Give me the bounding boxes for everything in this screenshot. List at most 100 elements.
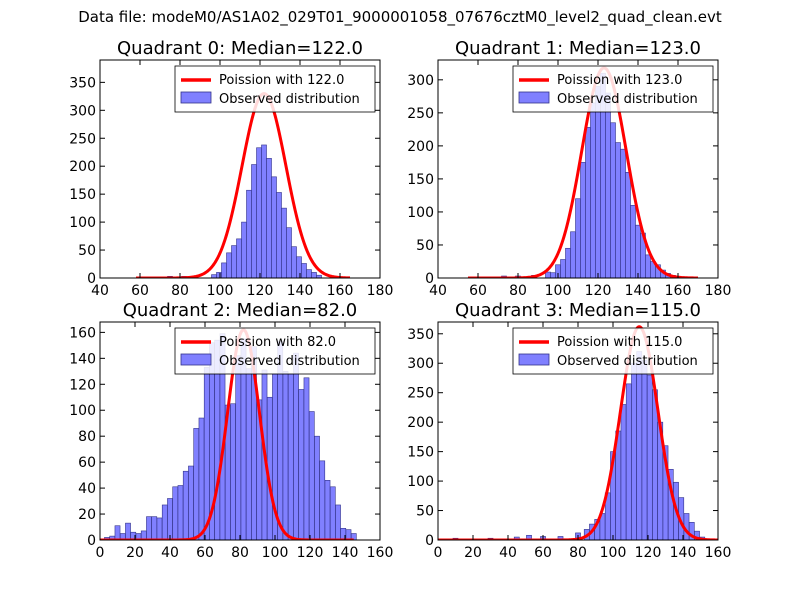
chart-2-ytick-label-6: 120 — [69, 377, 96, 393]
chart-1-legend-frame — [512, 65, 714, 113]
chart-2-xtick-label-6: 120 — [297, 545, 324, 561]
chart-0-bar-16 — [276, 192, 282, 278]
chart-2-legend-label-observed: Observed distribution — [219, 354, 360, 369]
chart-0-ytick-label-4: 200 — [69, 159, 96, 175]
chart-2-ytick-label-3: 60 — [78, 455, 96, 471]
chart-1-legend-bar-swatch — [518, 91, 550, 104]
panel-quadrant-3: Quadrant 3: Median=115.0 0 20 40 60 80 100 120 1… — [407, 300, 731, 561]
chart-1-title: Quadrant 1: Median=123.0 — [455, 38, 701, 59]
chart-3-legend-label-poisson: Poission with 115.0 — [557, 335, 682, 350]
chart-0-ytick-label-2: 100 — [69, 215, 96, 231]
chart-2-bar-27 — [245, 368, 252, 540]
chart-2-bar-37 — [298, 389, 305, 540]
chart-1-bar-16 — [610, 122, 616, 278]
chart-2-xtick-label-4: 80 — [231, 545, 249, 561]
chart-3-bar-17 — [631, 362, 637, 540]
chart-1-ytick-label-1: 50 — [416, 238, 434, 254]
chart-2-bar-15 — [182, 470, 189, 540]
chart-0-bar-12 — [256, 147, 262, 278]
chart-0-ytick-label-0: 0 — [87, 271, 96, 287]
chart-1-axes-frame — [437, 59, 719, 279]
chart-0-legend: Poission with 122.0 Observed distribution — [174, 65, 376, 113]
chart-0-bar-6 — [226, 252, 232, 278]
chart-2-legend-frame — [174, 327, 376, 375]
chart-1-bar-8 — [570, 231, 576, 278]
chart-0-xtick-label-7: 180 — [367, 283, 394, 299]
chart-2-legend-bar-swatch — [180, 353, 212, 366]
chart-3-xtick-label-0: 0 — [434, 545, 443, 561]
chart-3-xtick-label-7: 140 — [670, 545, 697, 561]
chart-1-bar-4 — [550, 272, 556, 278]
chart-2-bar-42 — [324, 480, 331, 540]
chart-0-plot-area — [135, 92, 351, 278]
chart-3-xtick-label-5: 100 — [600, 545, 627, 561]
chart-3-title: Quadrant 3: Median=115.0 — [455, 300, 701, 321]
panel-quadrant-1: Quadrant 1: Median=123.0 40 60 80 100 120 140 1… — [407, 38, 731, 299]
chart-0-bar-21 — [301, 263, 307, 278]
chart-2-bar-40 — [314, 435, 320, 540]
chart-2-title: Quadrant 2: Median=82.0 — [123, 300, 358, 321]
chart-3-legend-bar-swatch — [518, 353, 550, 366]
chart-3-legend: Poission with 115.0 Observed distribution — [512, 327, 714, 375]
chart-0-xtick-label-2: 80 — [171, 283, 189, 299]
chart-2-bar-39 — [308, 411, 315, 540]
chart-1-xtick-label-7: 180 — [705, 283, 732, 299]
chart-1-bar-9 — [575, 198, 581, 278]
chart-2-bar-46 — [345, 529, 352, 540]
chart-2-xtick-label-7: 140 — [332, 545, 359, 561]
chart-3-xtick-label-6: 120 — [635, 545, 662, 561]
chart-3-bar-18 — [636, 351, 643, 540]
chart-2-bar-8 — [146, 516, 152, 540]
chart-3-bar-4 — [526, 534, 532, 540]
chart-3-xtick-label-3: 60 — [534, 545, 552, 561]
chart-1-plot-area — [467, 66, 699, 278]
chart-2-bar-35 — [287, 373, 294, 540]
chart-0-bar-24 — [316, 274, 322, 278]
chart-2-bar-2 — [114, 525, 121, 540]
chart-0-legend-label-observed: Observed distribution — [219, 92, 360, 107]
chart-2-bar-10 — [156, 517, 163, 540]
chart-2-xtick-label-2: 40 — [161, 545, 179, 561]
chart-1-xtick-label-4: 120 — [585, 283, 612, 299]
figure-suptitle: Data file: modeM0/AS1A02_029T01_90000010… — [78, 8, 722, 26]
chart-0-bar-15 — [271, 176, 277, 278]
chart-2-bar-41 — [319, 460, 326, 540]
chart-1-bar-13 — [595, 86, 601, 278]
chart-0-xtick-label-4: 120 — [247, 283, 274, 299]
chart-3-ytick-label-6: 300 — [407, 356, 434, 372]
chart-2-bar-24 — [230, 403, 236, 540]
chart-1-bar-19 — [625, 172, 631, 278]
chart-0-xtick-label-1: 60 — [131, 283, 149, 299]
chart-3-ytick-label-4: 200 — [407, 415, 434, 431]
chart-1-bar-7 — [565, 247, 571, 278]
chart-3-bar-20 — [646, 374, 653, 540]
chart-0-bar-11 — [251, 164, 257, 278]
chart-1-ytick-label-3: 150 — [407, 172, 434, 188]
chart-0-ytick-label-1: 50 — [78, 243, 96, 259]
chart-0-bar-7 — [231, 245, 237, 278]
chart-0-legend-bar-swatch — [180, 91, 212, 104]
chart-3-bar-16 — [625, 383, 632, 540]
chart-1-bar-15 — [605, 92, 611, 278]
chart-3-legend-label-observed: Observed distribution — [557, 354, 698, 369]
chart-3-xtick-label-2: 40 — [499, 545, 517, 561]
chart-1-xtick-label-5: 140 — [625, 283, 652, 299]
chart-1-bar-11 — [585, 127, 591, 278]
chart-0-bar-13 — [261, 144, 267, 278]
chart-1-ytick-label-0: 0 — [425, 271, 434, 287]
chart-3-xtick-label-8: 160 — [705, 545, 732, 561]
chart-0-bar-8 — [236, 238, 242, 278]
chart-1-xtick-label-1: 60 — [469, 283, 487, 299]
chart-2-bar-17 — [193, 428, 200, 540]
chart-0-bar-17 — [281, 207, 287, 278]
chart-0-bar-23 — [311, 272, 317, 278]
chart-0-ytick-label-6: 300 — [69, 103, 96, 119]
chart-0-bar-22 — [306, 269, 312, 278]
chart-2-ytick-label-5: 100 — [69, 403, 96, 419]
chart-3-xtick-label-4: 80 — [569, 545, 587, 561]
chart-2-legend: Poission with 82.0 Observed distribution — [174, 327, 376, 375]
chart-2-xtick-label-0: 0 — [96, 545, 105, 561]
chart-2-bar-18 — [198, 417, 205, 540]
chart-0-xtick-label-0: 40 — [91, 283, 109, 299]
